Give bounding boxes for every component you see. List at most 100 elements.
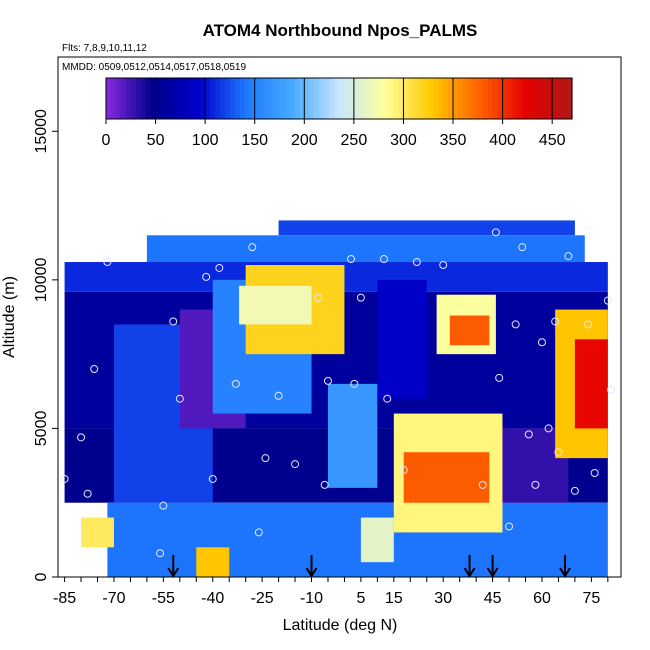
colorbar-segment xyxy=(229,78,236,119)
colorbar-segment xyxy=(403,78,410,119)
sample-point xyxy=(231,379,240,388)
colorbar-segment xyxy=(443,78,449,119)
sample-point xyxy=(491,228,500,237)
heatmap-cell xyxy=(574,339,608,429)
colorbar-segment xyxy=(542,78,548,119)
colorbar-segment xyxy=(343,78,350,119)
colorbar-segment xyxy=(428,78,434,119)
sample-point xyxy=(607,385,616,394)
colorbar-segment xyxy=(259,78,266,119)
colorbar-segment xyxy=(522,78,528,119)
colorbar-segment xyxy=(299,78,305,119)
heatmap-cells xyxy=(64,220,608,577)
colorbar-segment xyxy=(125,78,132,119)
sample-point xyxy=(505,522,514,531)
plot-frame xyxy=(57,56,622,578)
colorbar-segment xyxy=(120,78,127,119)
colorbar-segment xyxy=(170,78,177,119)
sample-point xyxy=(524,430,533,439)
colorbar-segment xyxy=(190,78,196,119)
colorbar-segment xyxy=(487,78,494,119)
colorbar-segment xyxy=(398,78,405,119)
sample-point xyxy=(159,501,168,510)
sample-point xyxy=(202,272,211,281)
heatmap-cell xyxy=(107,502,608,577)
colorbar-segment xyxy=(448,78,454,119)
colorbar-segment xyxy=(239,78,246,119)
colorbar-segment xyxy=(264,78,271,119)
sample-point xyxy=(544,424,553,433)
colorbar-segment xyxy=(408,78,414,119)
colorbar-tick-label: 0 xyxy=(102,132,111,149)
colorbar-segment xyxy=(195,78,201,119)
colorbar-segment xyxy=(319,78,325,119)
x-tick-label: 60 xyxy=(533,590,551,607)
flight-arrow xyxy=(559,555,571,578)
colorbar-segment xyxy=(215,78,221,119)
x-tick-label: 30 xyxy=(434,590,452,607)
x-tick-label: -40 xyxy=(201,590,224,607)
colorbar-segment xyxy=(358,78,365,119)
y-tick-label: 0 xyxy=(33,572,50,581)
x-tick-label: -10 xyxy=(300,590,323,607)
sample-point xyxy=(350,379,359,388)
colorbar-segment xyxy=(289,78,295,119)
colorbar-tick-label: 150 xyxy=(241,132,268,149)
x-tick-label: -85 xyxy=(53,590,76,607)
sample-point xyxy=(314,293,323,302)
sample-point xyxy=(603,296,612,305)
heatmap-cell xyxy=(196,547,230,577)
colorbar-segment xyxy=(353,78,360,119)
sample-point xyxy=(478,480,487,489)
colorbar-segment xyxy=(423,78,429,119)
colorbar-segment xyxy=(517,78,524,119)
sample-point xyxy=(399,466,408,475)
sample-point xyxy=(537,338,546,347)
x-tick-label: -25 xyxy=(251,590,274,607)
heatmap-cell xyxy=(327,383,378,488)
sample-point xyxy=(169,317,178,326)
dates-note: MMDD: 0509,0512,0514,0517,0518,0519 xyxy=(62,62,246,73)
colorbar-segment xyxy=(378,78,385,119)
colorbar-segment xyxy=(462,78,469,119)
colorbar-segment xyxy=(418,78,424,119)
y-tick-label: 10000 xyxy=(33,258,50,303)
colorbar-segment xyxy=(135,78,142,119)
colorbar-segment xyxy=(334,78,340,119)
sample-point xyxy=(347,255,356,264)
colorbar-segment xyxy=(175,78,181,119)
colorbar-segment xyxy=(373,78,380,119)
heatmap-cell xyxy=(81,517,114,548)
colorbar-segment xyxy=(339,78,345,119)
colorbar-segment xyxy=(562,78,568,119)
colorbar-segment xyxy=(413,78,419,119)
sample-point xyxy=(412,258,421,267)
sample-point xyxy=(383,394,392,403)
colorbar-tick-label: 50 xyxy=(147,132,165,149)
colorbar-segment xyxy=(284,78,291,119)
y-axis-label: Altitude (m) xyxy=(1,276,18,358)
colorbar-segment xyxy=(210,78,216,119)
sample-points xyxy=(60,228,616,558)
colorbar-segment xyxy=(304,78,310,119)
colorbar-segment xyxy=(234,78,241,119)
colorbar-segment xyxy=(165,78,172,119)
y-tick-label: 5000 xyxy=(33,411,50,447)
colorbar-segment xyxy=(220,78,226,119)
sample-point xyxy=(323,376,332,385)
colorbar-tick-label: 400 xyxy=(489,132,516,149)
sample-point xyxy=(83,489,92,498)
sample-point xyxy=(156,549,165,558)
sample-point xyxy=(379,255,388,264)
colorbar-segment xyxy=(457,78,464,119)
x-tick-label: 45 xyxy=(484,590,502,607)
colorbar-segment xyxy=(482,78,489,119)
x-tick-label: 5 xyxy=(356,590,365,607)
colorbar-segment xyxy=(110,78,117,119)
sample-point xyxy=(590,469,599,477)
colorbar-segment xyxy=(279,78,286,119)
colorbar-segment xyxy=(145,78,152,119)
colorbar-segment xyxy=(512,78,519,119)
colorbar-segment xyxy=(155,78,162,119)
colorbar-segment xyxy=(294,78,300,119)
